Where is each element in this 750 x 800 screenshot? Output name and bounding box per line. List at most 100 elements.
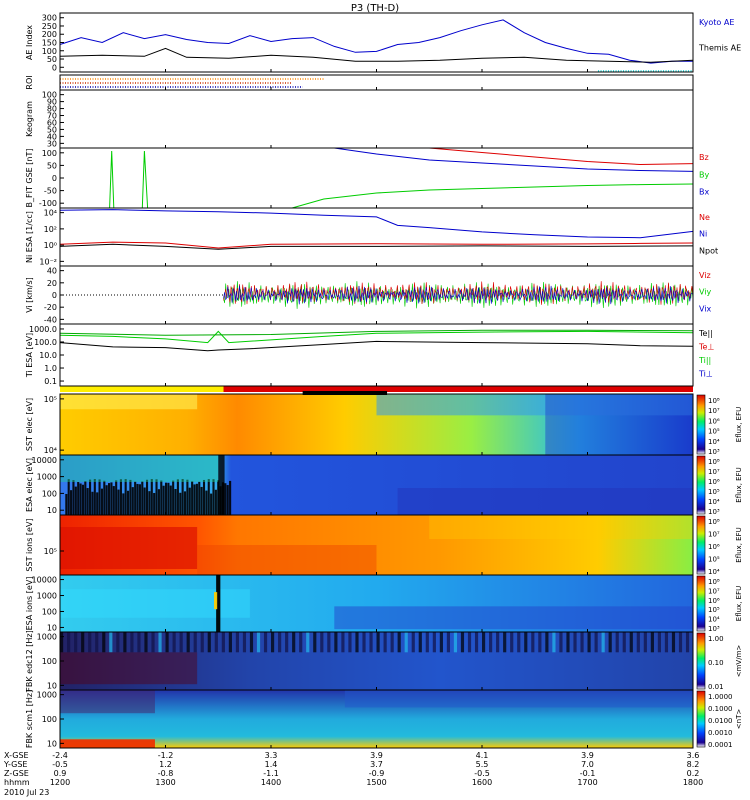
esa-e-noise <box>207 479 210 515</box>
esa-e-noise <box>126 490 130 515</box>
fbk-e-stripe <box>453 632 458 653</box>
fbk-e-stripe <box>615 632 619 653</box>
fbk-e-stripe <box>608 632 612 653</box>
colorbar-tick: 10³ <box>708 625 720 633</box>
esa-e-noise <box>91 491 94 515</box>
fbk-e-stripe <box>81 632 85 653</box>
fbk-e-stripe <box>116 632 120 653</box>
ytick-label: 100.0 <box>34 338 57 347</box>
footer-value: -0.5 <box>474 769 490 778</box>
footer-layer: X-GSE -2.4 -1.2 3.3 3.9 4.1 3.9 3.6 Y-GSE -0.5 1.2… <box>3 751 703 797</box>
footer-value: 4.1 <box>476 751 489 760</box>
esa-e-noise <box>145 479 149 515</box>
fbk-e-stripe <box>214 632 218 653</box>
fbk-e-stripe <box>123 632 127 653</box>
fbk-e-stripe <box>629 632 633 653</box>
esa-e-noise <box>72 480 75 515</box>
esa-e-lower <box>397 488 693 515</box>
esa-e-noise <box>224 483 227 515</box>
ytick-label: 60 <box>47 118 57 127</box>
esa-e-noise <box>77 482 80 515</box>
fbk-e-stripe <box>193 632 197 653</box>
ytick-label: 1000 <box>37 592 57 601</box>
colorbar-tick: 10⁴ <box>708 438 720 446</box>
fbk-e-stripe <box>552 632 556 653</box>
colorbar-tick: 1.0000 <box>708 693 733 701</box>
fbk-e-stripe <box>369 632 373 653</box>
esa-e-noise <box>160 480 163 515</box>
esa-e-noise <box>110 482 113 515</box>
esa-e-noise <box>98 479 101 515</box>
ytick-label: 0 <box>52 63 57 72</box>
ylabel-roi: ROI <box>25 75 34 89</box>
fbk-e-stripe <box>601 632 605 653</box>
fbk-e-stripe <box>432 632 436 653</box>
fbk-e-stripe <box>327 632 331 653</box>
esa-e-gap <box>218 455 225 515</box>
fbk-e-stripe <box>580 632 584 653</box>
series-bz <box>429 147 694 166</box>
legend-ne: Ne <box>699 213 710 222</box>
esa-e-noise <box>181 479 184 515</box>
ytick-label: -50 <box>44 187 57 196</box>
sst-i-top <box>429 515 693 539</box>
sst-e-right <box>545 394 693 455</box>
colorbar-tick: 0.0100 <box>708 717 733 725</box>
footer-value: 3.7 <box>370 760 383 769</box>
colorbar-tick: 10³ <box>708 508 720 516</box>
ytick-label: 90 <box>47 98 57 107</box>
series-npot <box>59 243 694 250</box>
esa-e-noise <box>134 481 137 515</box>
esa-e-noise <box>115 480 118 515</box>
esa-e-noise <box>202 479 206 515</box>
fbk-e-stripe <box>411 632 415 653</box>
heatmap-layer <box>60 386 693 748</box>
fbk-e-stripe <box>320 632 324 653</box>
colorbar-tick: 10⁷ <box>708 587 720 595</box>
colorbar-tick: 10⁵ <box>708 488 720 496</box>
colorbar-tick: 10⁸ <box>708 578 720 586</box>
vi-noise <box>223 281 694 305</box>
footer-label-x-gse: X-GSE <box>4 751 29 760</box>
esa-e-noise <box>183 491 187 515</box>
esa-e-noise <box>93 479 96 515</box>
fbk-e-stripe <box>496 632 500 653</box>
esa-e-noise <box>205 490 208 515</box>
colorbar-tick: 10⁵ <box>708 556 720 564</box>
footer-value: 8.2 <box>687 760 700 769</box>
colorbar-tick: 10⁴ <box>708 568 720 576</box>
sst-i-core <box>60 527 198 569</box>
legend-by: By <box>699 170 709 179</box>
esa-i-spike-hot <box>214 592 218 610</box>
esa-e-noise <box>79 483 82 515</box>
footer-value: -0.8 <box>158 769 174 778</box>
fbk-e-stripe <box>657 632 661 653</box>
footer-value: 1600 <box>472 778 492 787</box>
esa-e-noise <box>193 484 196 515</box>
fbk-e-stripe <box>643 632 647 653</box>
legend-bx: Bx <box>699 188 709 197</box>
esa-e-noise <box>124 479 127 515</box>
ytick-label: 10⁴ <box>44 446 57 455</box>
fbk-e-stripe <box>531 632 535 653</box>
esa-e-noise <box>112 486 115 515</box>
fbk-e-stripe <box>144 632 148 653</box>
footer-value: 1800 <box>683 778 703 787</box>
colorbar-tick: 0.10 <box>708 659 724 667</box>
esa-e-upper <box>60 455 219 482</box>
ytick-label: 100 <box>42 91 57 100</box>
fbk-e-stripe <box>636 632 640 653</box>
footer-value: 1300 <box>155 778 175 787</box>
esa-e-noise <box>117 489 120 515</box>
esa-e-noise <box>81 484 85 515</box>
legend-ni: Ni <box>699 230 707 239</box>
fbk-e-stripe <box>256 632 261 653</box>
ytick-label: 10⁵ <box>44 395 57 404</box>
esa-e-noise <box>195 483 198 515</box>
ytick-label: 1000 <box>37 633 57 642</box>
colorbar-1 <box>696 394 706 455</box>
colorbar-4 <box>696 575 706 632</box>
esa-e-noise <box>96 492 99 515</box>
colorbar-label: Eflux, EFU <box>735 467 743 502</box>
esa-e-noise <box>226 485 229 515</box>
